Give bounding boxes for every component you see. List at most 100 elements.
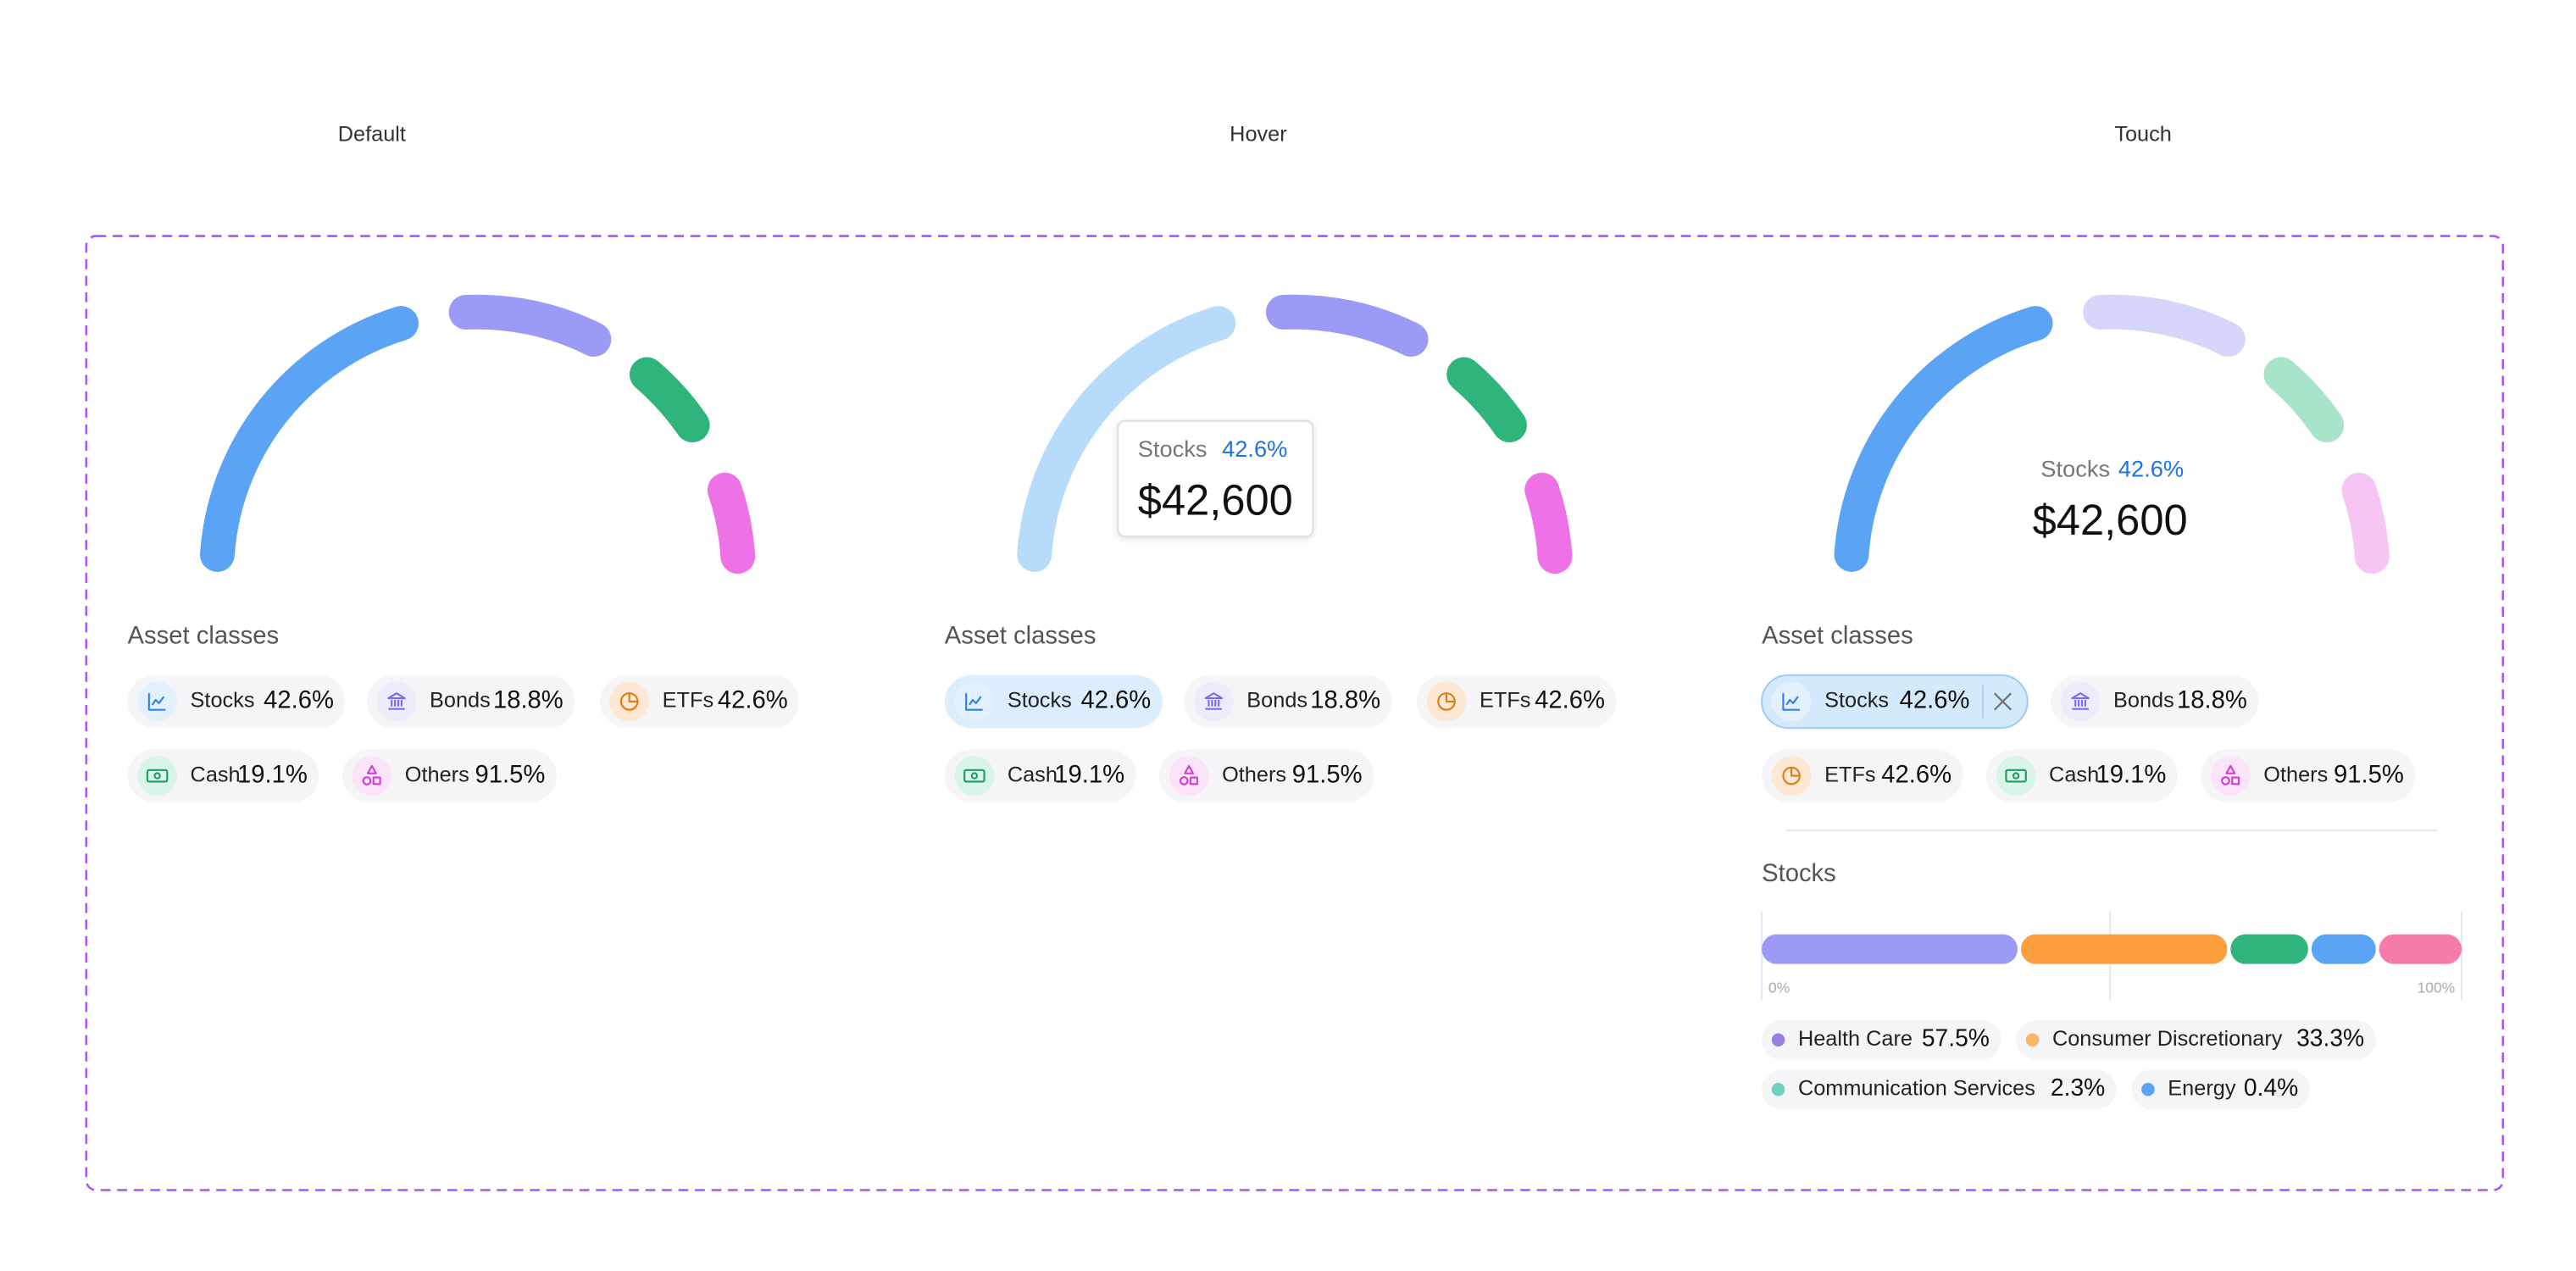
gauge-segment[interactable] <box>1834 306 2053 572</box>
pill-name: Cash <box>191 763 241 786</box>
detail-pill[interactable]: Energy 0.4% <box>2131 1069 2310 1110</box>
legend-title: Asset classes <box>128 623 280 650</box>
close-icon[interactable] <box>1993 692 2012 711</box>
legend-pill[interactable]: Bonds 18.8% <box>366 674 575 729</box>
pill-name: Bonds <box>2113 689 2174 713</box>
frame <box>85 235 2505 1191</box>
icon-bank <box>2071 692 2090 710</box>
pill-dot <box>1771 1033 1785 1047</box>
pill-bg <box>2051 674 2259 729</box>
pill-value: 42.6% <box>718 687 788 714</box>
pill-bg <box>366 674 575 729</box>
legend-pill[interactable]: Stocks 42.6% <box>1761 674 2029 730</box>
pill-name: ETFs <box>1824 763 1875 786</box>
pill-icon-bg <box>2060 681 2101 722</box>
pill-icon-bg <box>2210 756 2251 796</box>
detail-pill[interactable]: Communication Services 2.3% <box>1762 1069 2117 1110</box>
tooltip-amount: $42,600 <box>1138 476 1293 524</box>
bar-segment[interactable] <box>2230 934 2308 964</box>
pill-bg <box>944 674 1163 729</box>
pill-name: Others <box>1222 763 1286 786</box>
pill-name: Consumer Discretionary <box>2052 1027 2283 1051</box>
detail-pill[interactable]: Consumer Discretionary 33.3% <box>2016 1019 2376 1060</box>
gauge-segment[interactable] <box>1446 357 1527 443</box>
icon-cash <box>963 769 985 783</box>
pill-bg <box>127 749 319 802</box>
icon-cash <box>153 772 161 780</box>
gauge-segment[interactable] <box>1524 472 1573 574</box>
tooltip-share: 42.6% <box>1222 436 1287 462</box>
gauge-segment[interactable] <box>707 472 756 574</box>
gauge-segment[interactable] <box>448 294 612 357</box>
bar-segment[interactable] <box>1762 934 2018 964</box>
pill-name: Stocks <box>191 689 255 713</box>
bar-segment[interactable] <box>2311 934 2376 964</box>
icon-line <box>151 696 165 706</box>
gauge-segment[interactable] <box>2341 472 2390 574</box>
icon-cash <box>2012 772 2020 780</box>
gauge-segment[interactable] <box>200 306 419 572</box>
legend-pill[interactable]: Others 91.5% <box>341 749 558 802</box>
pill-bg <box>1416 674 1617 729</box>
icon-line <box>969 696 982 706</box>
pill-bg <box>599 674 800 729</box>
pill-icon-bg <box>352 756 392 796</box>
icon-shapes <box>2225 764 2236 774</box>
pill-value: 18.8% <box>1310 687 1380 714</box>
icon-bank <box>387 692 406 710</box>
gauge-segment[interactable] <box>2263 357 2345 443</box>
detail-pill[interactable]: Health Care 57.5% <box>1762 1019 2001 1060</box>
pill-value: 57.5% <box>1922 1024 1990 1052</box>
pill-name: Others <box>405 763 469 786</box>
pill-icon-bg <box>137 756 177 796</box>
pill-value: 42.6% <box>1080 687 1151 714</box>
pill-bg <box>127 674 346 729</box>
pill-icon-bg <box>954 756 995 796</box>
pill-name: Cash <box>2049 763 2099 786</box>
icon-pie <box>1445 693 1455 702</box>
pill-icon-bg <box>1996 756 2036 796</box>
bar-segment[interactable] <box>2020 934 2228 964</box>
legend-pill[interactable]: Bonds 18.8% <box>2051 674 2259 729</box>
pill-name: Cash <box>1008 763 1058 786</box>
pill-name: ETFs <box>1480 689 1530 713</box>
legend-pill[interactable]: Bonds 18.8% <box>1184 674 1392 729</box>
pill-value: 18.8% <box>493 687 564 714</box>
legend-pill[interactable]: Others 91.5% <box>2201 749 2416 802</box>
bar-segment[interactable] <box>2379 934 2462 964</box>
panel: Hover Stocks 42.6% $42,600 Asset classes Stoc… <box>945 122 1617 802</box>
axis-start: 0% <box>1768 980 1790 996</box>
pill-value: 91.5% <box>1292 761 1363 788</box>
icon-cash <box>2005 769 2027 783</box>
legend-title: Asset classes <box>1762 623 1913 650</box>
tooltip <box>1117 419 1314 538</box>
pill-bg <box>341 749 558 802</box>
gauge-segment[interactable] <box>2083 294 2246 357</box>
pill-name: Bonds <box>1246 689 1307 713</box>
legend-pill[interactable]: Others 91.5% <box>1159 749 1374 802</box>
icon-shapes <box>366 764 377 774</box>
icon-shapes <box>1189 776 1198 785</box>
legend-pill[interactable]: ETFs 42.6% <box>1416 674 1617 729</box>
gauge-segment[interactable] <box>1017 306 1236 572</box>
legend-pill[interactable]: ETFs 42.6% <box>1762 749 1963 802</box>
pill-bg <box>1762 1069 2117 1110</box>
legend-pill[interactable]: Stocks 42.6% <box>944 674 1163 729</box>
pill-value: 19.1% <box>237 761 308 788</box>
pill-value: 91.5% <box>2334 761 2404 788</box>
icon-pie <box>628 693 638 702</box>
pill-value: 18.8% <box>2177 687 2247 714</box>
legend-pill[interactable]: ETFs 42.6% <box>599 674 800 729</box>
panel: Touch Stocks 42.6% $42,600 Asset classes Stoc… <box>1761 122 2463 1110</box>
legend-pill[interactable]: Stocks 42.6% <box>127 674 346 729</box>
pill-bg <box>1761 674 2029 730</box>
pill-dot <box>2141 1082 2155 1096</box>
icon-shapes <box>1179 776 1189 785</box>
gauge-segment[interactable] <box>629 357 710 443</box>
gauge-segment[interactable] <box>1265 294 1429 357</box>
